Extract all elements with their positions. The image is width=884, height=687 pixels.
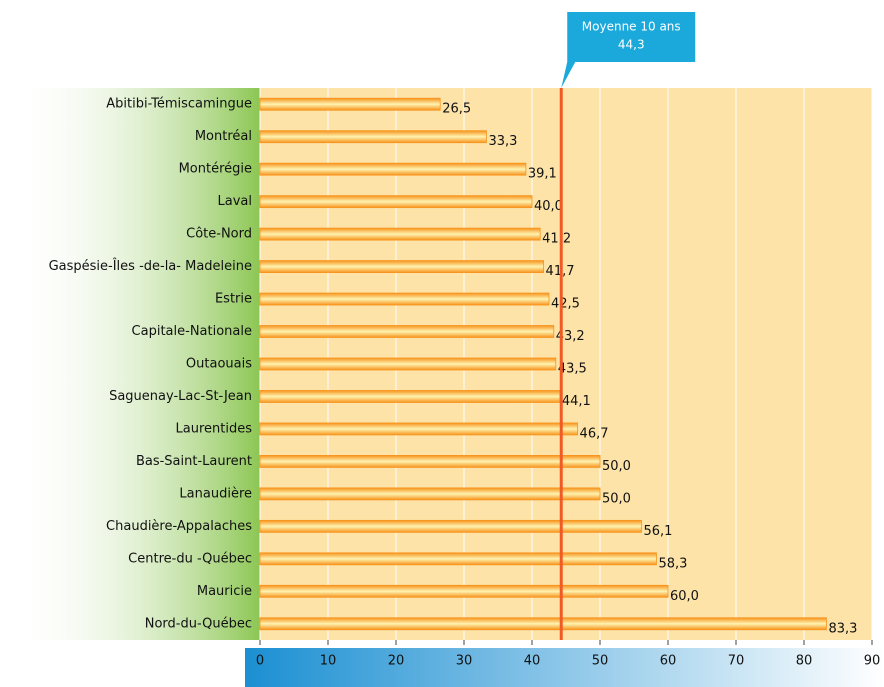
bar xyxy=(259,552,657,566)
value-label: 40,0 xyxy=(534,199,563,214)
x-tick-label: 30 xyxy=(456,654,473,669)
bar xyxy=(259,292,550,306)
bar xyxy=(259,162,527,176)
value-label: 39,1 xyxy=(528,167,557,182)
value-label: 56,1 xyxy=(643,524,672,539)
x-tick-label: 0 xyxy=(256,654,264,669)
bar xyxy=(259,519,642,533)
category-label: Montérégie xyxy=(179,162,252,177)
callout-title: Moyenne 10 ans xyxy=(582,20,681,34)
bar xyxy=(259,617,827,631)
category-label: Centre-du -Québec xyxy=(128,551,252,566)
x-tick-label: 20 xyxy=(388,654,405,669)
category-label: Bas-Saint-Laurent xyxy=(136,454,252,469)
x-tick-label: 70 xyxy=(728,654,745,669)
callout xyxy=(561,12,696,88)
category-label: Outaouais xyxy=(186,357,252,372)
category-label: Mauricie xyxy=(197,584,252,599)
category-label: Saguenay-Lac-St-Jean xyxy=(109,389,252,404)
label-panel xyxy=(10,88,260,640)
category-label: Capitale-Nationale xyxy=(132,324,252,339)
category-label: Laurentides xyxy=(176,421,253,436)
category-label: Lanaudière xyxy=(179,486,252,501)
bar xyxy=(259,325,555,338)
value-label: 83,3 xyxy=(828,621,857,636)
category-label: Estrie xyxy=(215,292,252,307)
category-label: Montréal xyxy=(195,129,252,144)
x-tick-label: 50 xyxy=(592,654,609,669)
bar xyxy=(259,357,557,371)
category-label: Laval xyxy=(218,194,252,209)
bar xyxy=(259,584,669,598)
value-label: 50,0 xyxy=(602,491,631,506)
x-tick-label: 40 xyxy=(524,654,541,669)
value-label: 42,5 xyxy=(551,297,580,312)
value-label: 46,7 xyxy=(580,426,609,441)
bar xyxy=(259,97,441,111)
bar xyxy=(259,227,541,241)
value-label: 33,3 xyxy=(488,134,517,149)
bar xyxy=(259,130,487,144)
value-label: 60,0 xyxy=(670,589,699,604)
x-tick-label: 10 xyxy=(320,654,337,669)
value-label: 43,5 xyxy=(558,362,587,377)
bar xyxy=(259,195,533,209)
x-tick-label: 80 xyxy=(796,654,813,669)
value-label: 43,2 xyxy=(556,329,585,344)
value-label: 50,0 xyxy=(602,459,631,474)
category-label: Abitibi-Témiscamingue xyxy=(106,97,252,112)
bar xyxy=(259,422,578,436)
bar xyxy=(259,390,561,403)
bar xyxy=(259,455,601,468)
value-label: 44,1 xyxy=(562,394,591,409)
axis-band xyxy=(245,648,884,687)
value-label: 26,5 xyxy=(442,102,471,117)
x-tick-label: 60 xyxy=(660,654,677,669)
x-tick-label: 90 xyxy=(864,654,881,669)
value-label: 41,2 xyxy=(542,232,571,247)
value-label: 58,3 xyxy=(658,556,687,571)
category-label: Côte-Nord xyxy=(186,227,252,242)
category-label: Nord-du-Québec xyxy=(145,616,252,631)
category-label: Chaudière-Appalaches xyxy=(106,519,252,534)
callout-value: 44,3 xyxy=(618,38,645,52)
bar xyxy=(259,487,601,501)
bar xyxy=(259,260,544,273)
category-label: Gaspésie-Îles -de-la- Madeleine xyxy=(49,258,252,274)
